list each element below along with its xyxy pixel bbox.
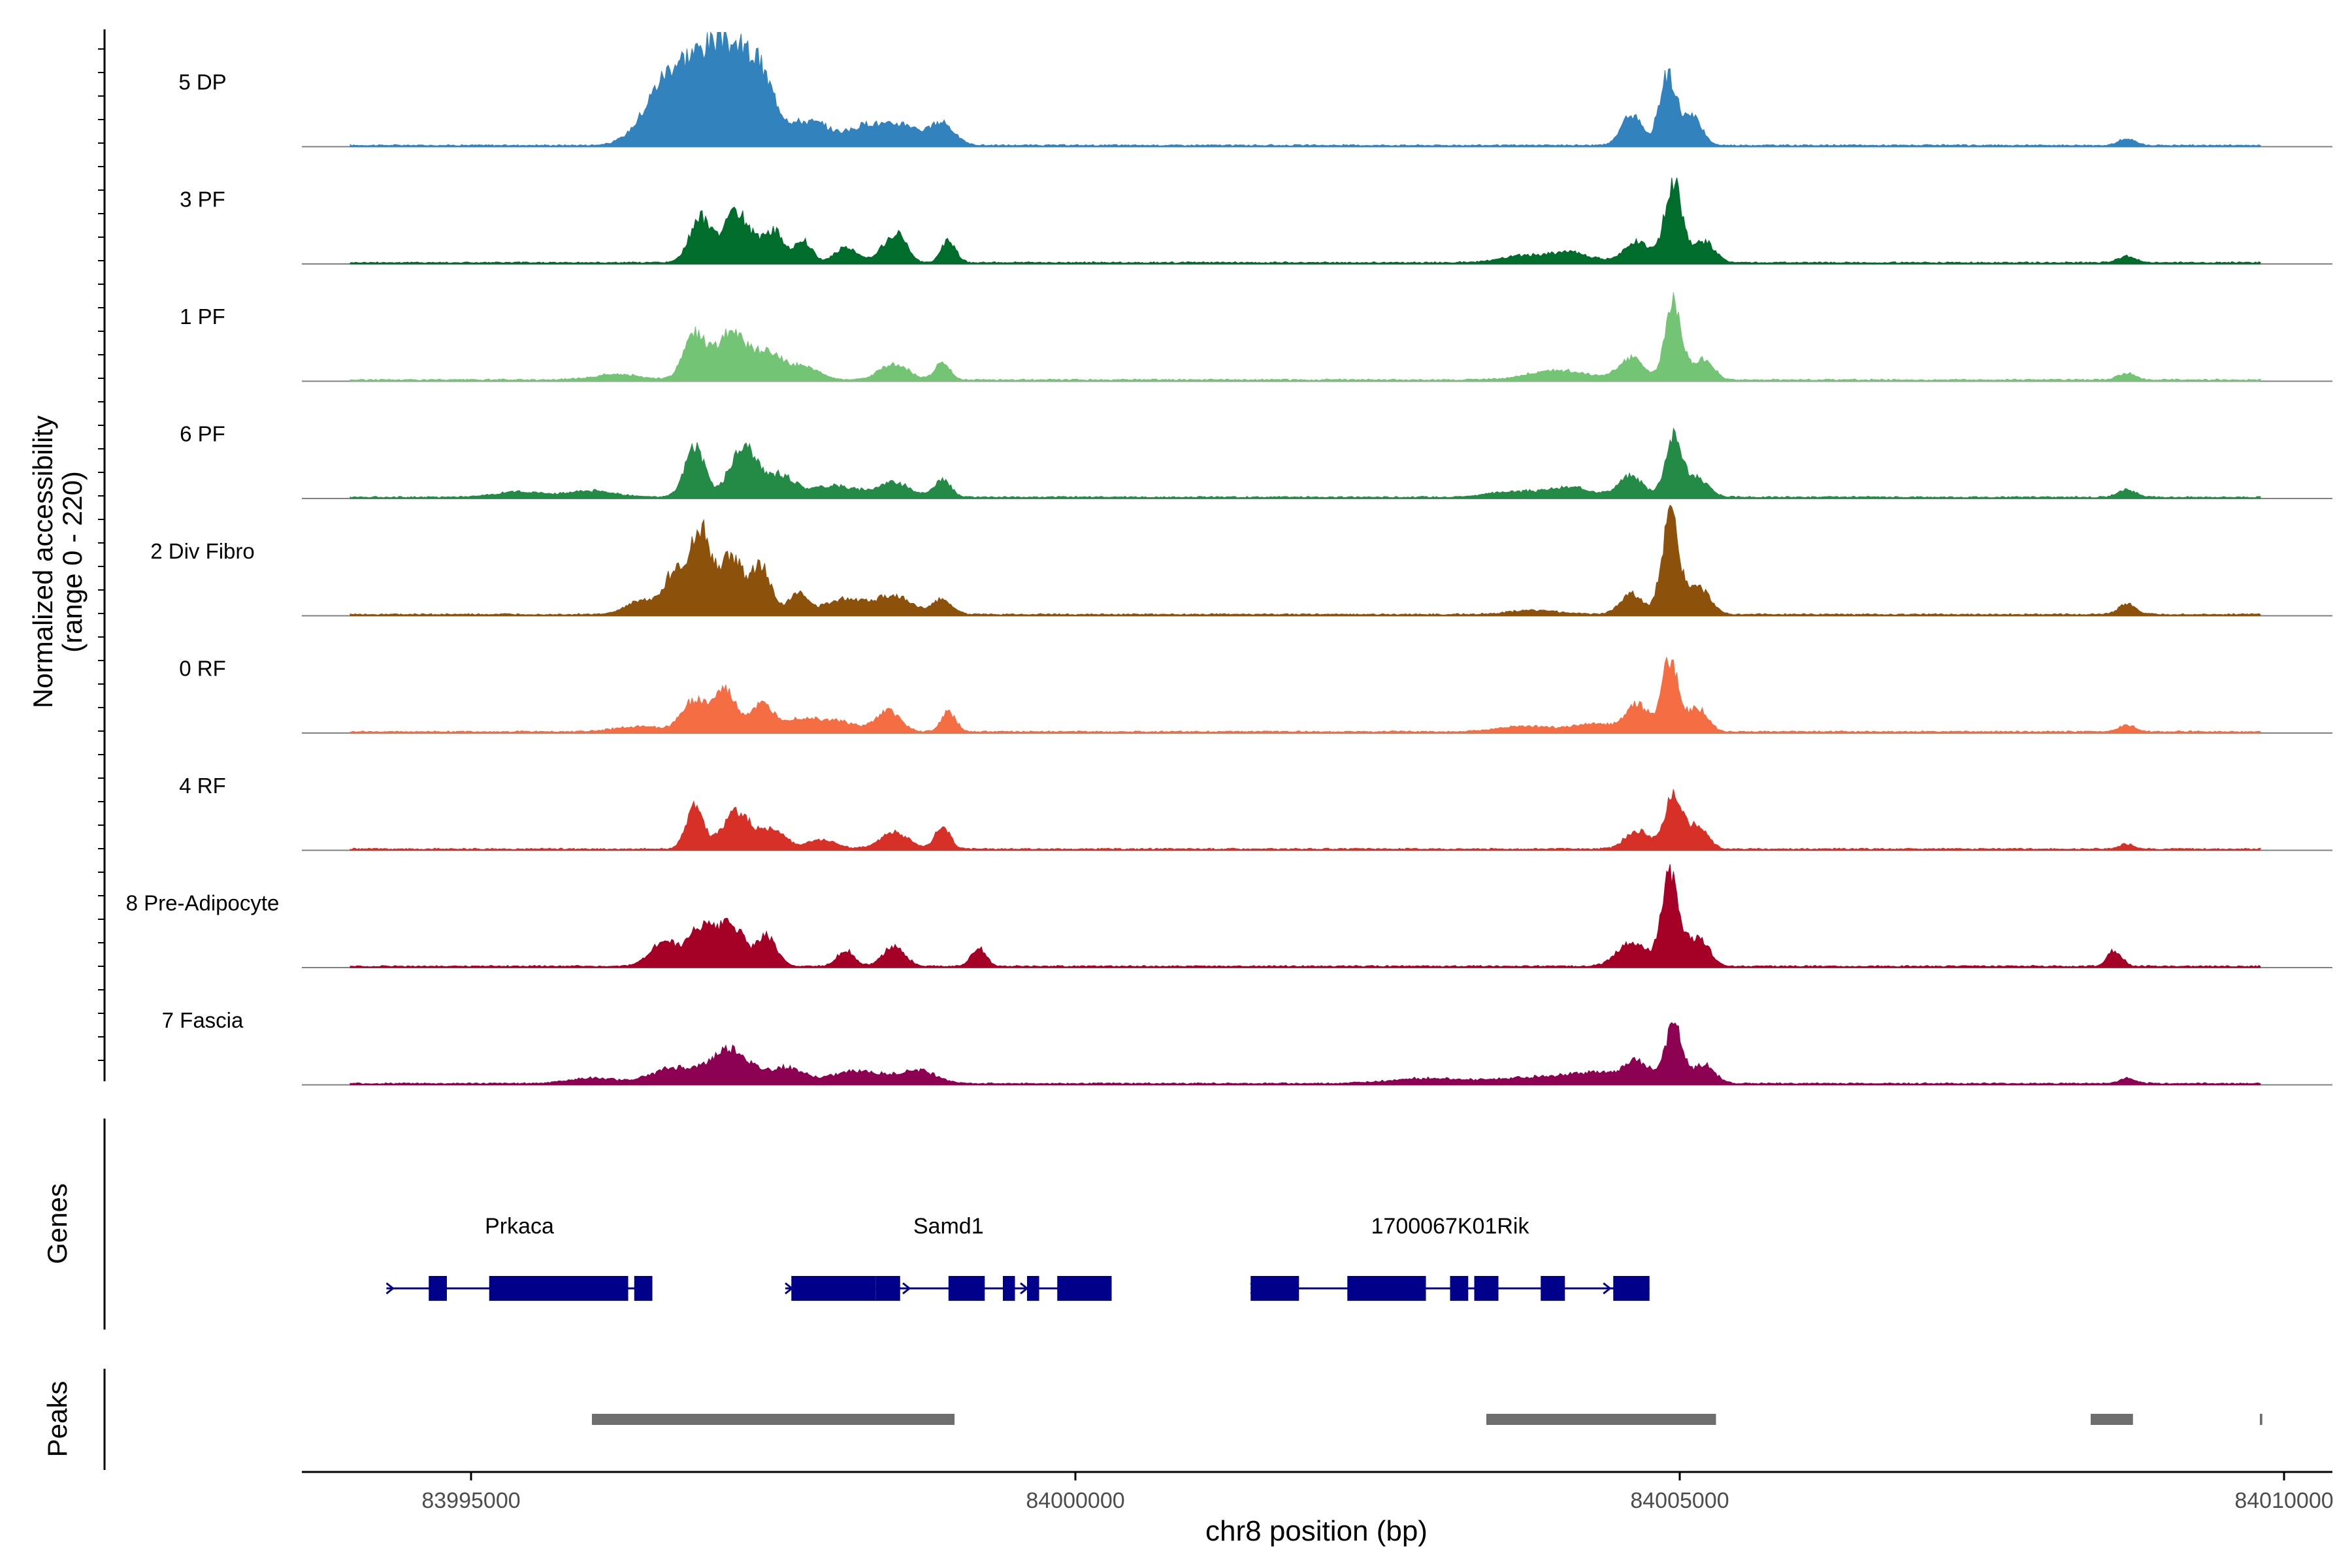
coverage-tracks: 5 DP 3 PF 1 PF 6 PF 2 Div Fibro 0 RF 4 RF 8 Pre… (126, 31, 2332, 1086)
track-label: 4 RF (179, 774, 226, 798)
peak-bar (592, 1414, 955, 1425)
gene-exon (489, 1276, 629, 1301)
coverage-area (350, 31, 2261, 147)
coverage-track: 3 PF (180, 177, 2332, 265)
coverage-track: 2 Div Fibro (150, 504, 2332, 617)
track-label: 1 PF (180, 304, 225, 329)
gene-name-label: 1700067K01Rik (1371, 1214, 1530, 1239)
peak-bar (2091, 1414, 2133, 1425)
x-axis-ticks: 83995000 84000000 84005000 84010000 (421, 1472, 2334, 1513)
gene-exon (948, 1276, 985, 1301)
track-label: 8 Pre-Adipocyte (126, 891, 280, 915)
x-axis-label: chr8 position (bp) (1205, 1515, 1428, 1547)
gene-exon (1541, 1276, 1565, 1301)
coverage-area (350, 504, 2261, 616)
gene: Prkaca (385, 1214, 653, 1301)
gene-name-label: Samd1 (913, 1214, 984, 1239)
coverage-area (350, 864, 2261, 968)
peak-bar (1486, 1414, 1716, 1425)
coverage-area (350, 177, 2261, 265)
track-label: 5 DP (178, 70, 226, 94)
gene-exon (875, 1276, 900, 1301)
peak-bar (2260, 1414, 2262, 1425)
gene-exon (1450, 1276, 1469, 1301)
gene-name-label: Prkaca (485, 1214, 554, 1239)
x-tick-label: 84005000 (1630, 1488, 1729, 1513)
x-tick-label: 83995000 (421, 1488, 520, 1513)
gene-exon (1474, 1276, 1499, 1301)
y-axis-label-line1: Normalized accessibility (27, 416, 58, 708)
coverage-area (350, 657, 2261, 734)
track-label: 0 RF (179, 657, 226, 681)
x-tick-label: 84000000 (1026, 1488, 1124, 1513)
strand-arrow (902, 1282, 911, 1295)
gene-exon (634, 1276, 653, 1301)
coverage-area (350, 292, 2261, 382)
gene-exon (1057, 1276, 1112, 1301)
gene-exon (1003, 1276, 1015, 1301)
gene-exon (1027, 1276, 1039, 1301)
coverage-area (350, 427, 2261, 499)
gene: 1700067K01Rik (1250, 1214, 1650, 1301)
gene-exon (1613, 1276, 1650, 1301)
coverage-track: 4 RF (179, 774, 2332, 851)
coverage-y-axis-ticks (98, 48, 105, 1061)
gene-exon (429, 1276, 447, 1301)
coverage-track: 1 PF (180, 292, 2332, 382)
gene-exon (791, 1276, 876, 1301)
peak-regions (592, 1414, 2262, 1425)
coverage-track: 5 DP (178, 31, 2332, 148)
coverage-track: 0 RF (179, 657, 2332, 734)
track-label: 2 Div Fibro (150, 539, 255, 563)
gene-annotations: Prkaca Samd1 1700067K01Rik (385, 1214, 1650, 1301)
coverage-area (350, 789, 2261, 851)
genes-track-label: Genes (42, 1183, 73, 1264)
track-label: 6 PF (180, 422, 225, 446)
strand-arrow (1603, 1282, 1612, 1295)
gene-exon (1250, 1276, 1299, 1301)
coverage-track: 8 Pre-Adipocyte (126, 864, 2332, 968)
track-label: 3 PF (180, 188, 225, 212)
strand-arrow (385, 1282, 395, 1295)
coverage-area (350, 1022, 2261, 1085)
gene: Samd1 (785, 1214, 1112, 1301)
gene-exon (1347, 1276, 1426, 1301)
peaks-track-label: Peaks (42, 1381, 73, 1458)
x-tick-label: 84010000 (2234, 1488, 2333, 1513)
coverage-track: 6 PF (180, 422, 2332, 499)
track-label: 7 Fascia (162, 1008, 244, 1032)
y-axis-label-line2: (range 0 - 220) (57, 471, 88, 653)
coverage-track: 7 Fascia (162, 1008, 2332, 1086)
